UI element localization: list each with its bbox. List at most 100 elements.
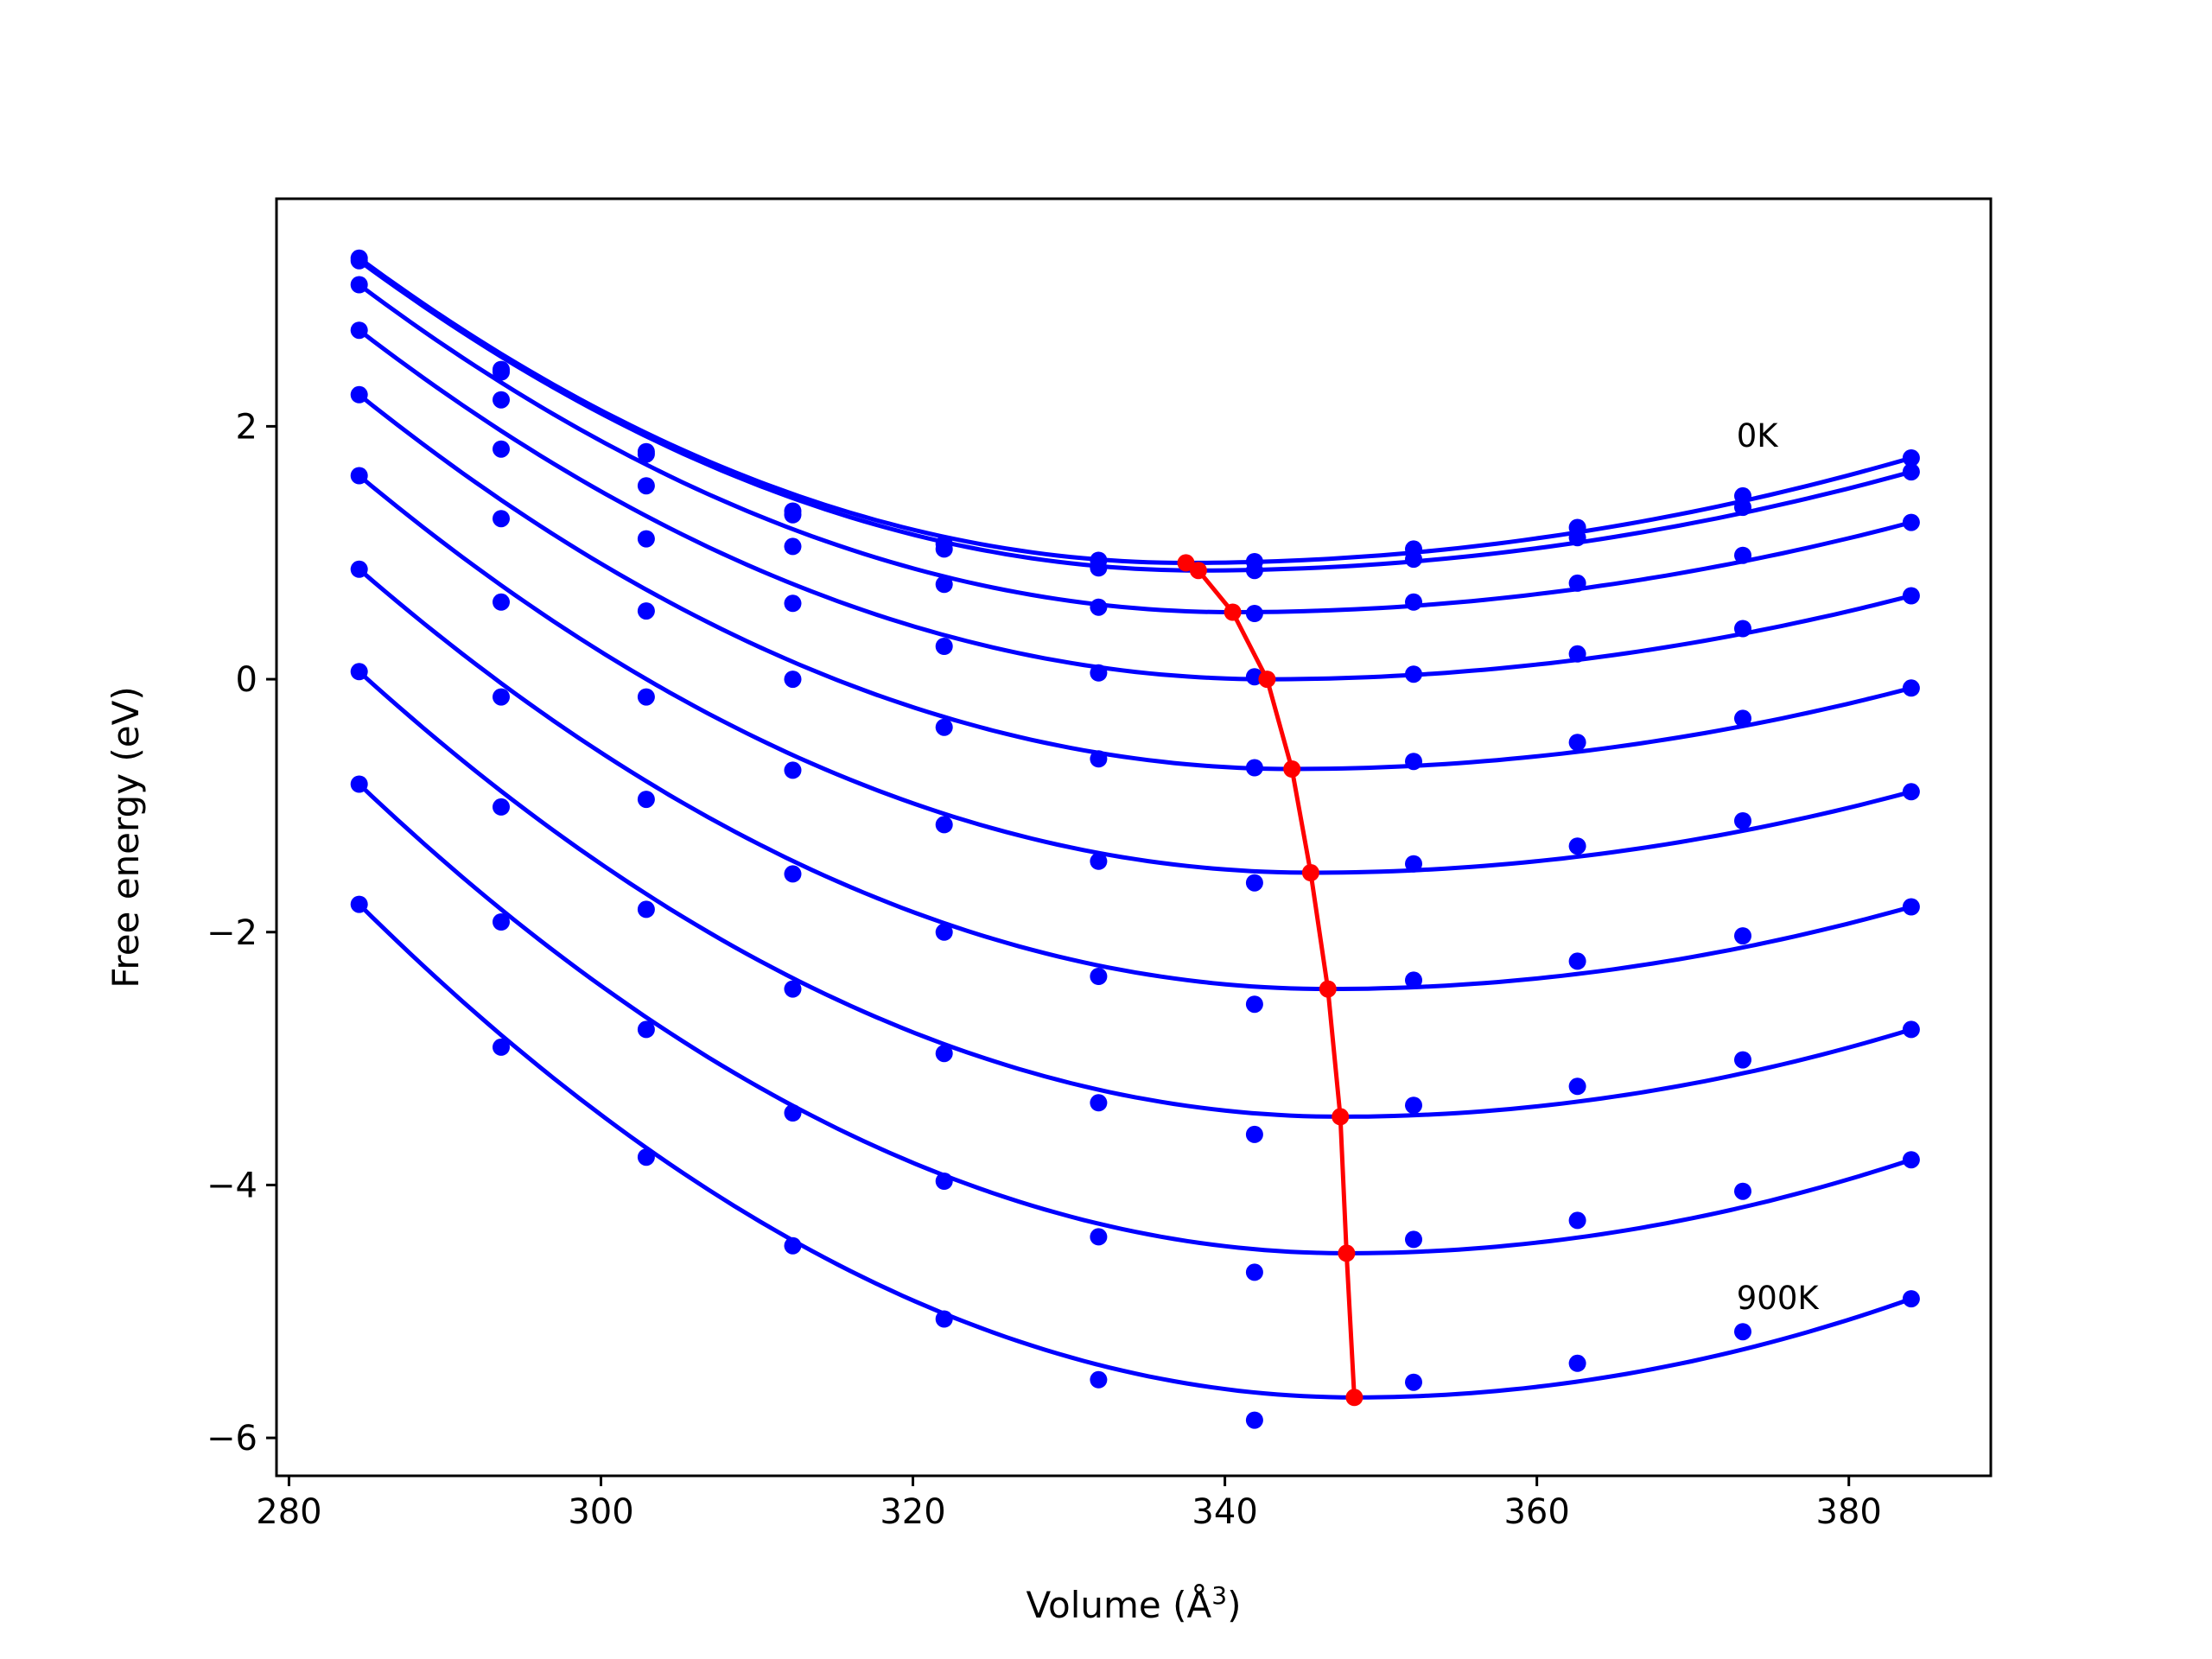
- minimum-point-5: [1283, 760, 1301, 778]
- data-point-s3-1: [350, 276, 368, 294]
- data-point-s7-9: [1568, 952, 1586, 970]
- data-point-s9-1: [350, 775, 368, 793]
- data-point-s5-1: [350, 385, 368, 404]
- data-point-s8-5: [935, 1045, 953, 1063]
- data-point-s9-3: [637, 1020, 655, 1039]
- data-point-s7-4: [784, 865, 802, 883]
- data-point-s4-6: [1090, 664, 1108, 682]
- data-point-s6-2: [493, 593, 510, 611]
- data-point-s2-11: [1902, 463, 1920, 481]
- data-point-s3-4: [784, 537, 802, 556]
- data-point-s2-4: [784, 505, 802, 524]
- annotation-900K: 900K: [1737, 1280, 1821, 1317]
- data-point-s3-8: [1405, 593, 1422, 611]
- minimum-point-3: [1224, 603, 1242, 621]
- data-point-s5-7: [1245, 759, 1263, 777]
- fit-curve-8: [358, 670, 1912, 1119]
- minimum-point-1: [1177, 554, 1195, 572]
- data-point-s6-1: [350, 467, 368, 485]
- minimum-point-7: [1319, 980, 1337, 998]
- data-point-s9-11: [1902, 1151, 1920, 1169]
- data-point-s4-9: [1568, 645, 1586, 663]
- minimum-point-8: [1332, 1108, 1350, 1126]
- data-point-s7-1: [350, 560, 368, 578]
- data-point-s5-5: [935, 718, 953, 736]
- data-point-s1-11: [1902, 449, 1920, 467]
- data-point-s2-2: [493, 363, 510, 381]
- y-axis: −6 −4 −2 0 2: [207, 407, 276, 1459]
- data-point-s8-11: [1902, 1020, 1920, 1039]
- data-point-s6-5: [935, 816, 953, 834]
- data-point-s8-10: [1734, 1051, 1751, 1069]
- data-point-s8-6: [1090, 1094, 1108, 1112]
- data-point-s8-7: [1245, 1125, 1263, 1143]
- data-point-s5-2: [493, 510, 510, 528]
- data-point-s3-3: [637, 477, 655, 495]
- data-point-s2-3: [637, 445, 655, 463]
- data-point-s5-10: [1734, 709, 1751, 728]
- data-point-s6-8: [1405, 855, 1422, 873]
- minimum-point-6: [1301, 864, 1319, 881]
- data-point-s7-11: [1902, 898, 1920, 916]
- annotations: 0K 900K: [1737, 417, 1821, 1317]
- data-point-s9-7: [1245, 1263, 1263, 1281]
- annotation-0K: 0K: [1737, 417, 1780, 454]
- data-point-s7-2: [493, 688, 510, 706]
- x-tick-label-380: 380: [1816, 1492, 1882, 1532]
- data-point-s2-5: [935, 540, 953, 558]
- y-tick-label-0: 0: [236, 660, 257, 700]
- data-point-s4-1: [350, 321, 368, 340]
- data-point-s10-1: [350, 895, 368, 913]
- data-point-s7-3: [637, 791, 655, 809]
- data-point-s6-6: [1090, 852, 1108, 870]
- data-point-s10-6: [1090, 1370, 1108, 1389]
- data-point-s5-6: [1090, 750, 1108, 768]
- x-tick-label-300: 300: [568, 1492, 633, 1532]
- data-point-s8-1: [350, 663, 368, 681]
- minimum-point-9: [1338, 1244, 1356, 1262]
- data-point-s4-5: [935, 638, 953, 655]
- data-point-s8-8: [1405, 1096, 1422, 1115]
- data-point-s3-6: [1090, 598, 1108, 616]
- data-point-s10-7: [1245, 1411, 1263, 1429]
- data-point-s3-11: [1902, 513, 1920, 531]
- data-point-s8-9: [1568, 1077, 1586, 1096]
- data-point-s3-9: [1568, 574, 1586, 592]
- data-point-s2-7: [1245, 562, 1263, 580]
- data-point-s9-10: [1734, 1182, 1751, 1200]
- x-tick-label-340: 340: [1192, 1492, 1257, 1532]
- data-point-s9-2: [493, 913, 510, 931]
- minimum-point-4: [1258, 671, 1276, 689]
- data-point-s4-3: [637, 530, 655, 548]
- data-point-s6-10: [1734, 812, 1751, 830]
- data-point-s4-8: [1405, 665, 1422, 683]
- data-point-s7-5: [935, 923, 953, 941]
- y-tick-label--6: −6: [207, 1419, 257, 1459]
- data-point-s6-11: [1902, 783, 1920, 801]
- data-point-s9-5: [935, 1173, 953, 1190]
- data-point-s2-10: [1734, 499, 1751, 517]
- data-point-s7-6: [1090, 968, 1108, 985]
- data-point-s3-5: [935, 575, 953, 594]
- data-point-s4-4: [784, 594, 802, 613]
- data-point-s10-2: [493, 1038, 510, 1056]
- data-point-s10-9: [1568, 1354, 1586, 1372]
- data-point-s3-10: [1734, 546, 1751, 564]
- data-point-s4-10: [1734, 620, 1751, 638]
- data-point-s7-8: [1405, 971, 1422, 989]
- minimum-curve: [1185, 561, 1357, 1398]
- data-point-s9-8: [1405, 1230, 1422, 1249]
- data-point-s9-9: [1568, 1211, 1586, 1230]
- data-point-s6-7: [1245, 874, 1263, 892]
- x-axis-label: Volume (Å3): [1027, 1581, 1242, 1627]
- data-point-s5-4: [784, 671, 802, 689]
- data-point-s7-10: [1734, 927, 1751, 945]
- fit-curve-6: [358, 474, 1912, 875]
- data-point-s6-3: [637, 688, 655, 706]
- data-point-s10-8: [1405, 1373, 1422, 1391]
- minimum-point-10: [1345, 1389, 1363, 1407]
- y-axis-label: Free energy (eV): [105, 686, 147, 988]
- data-point-s3-7: [1245, 605, 1263, 622]
